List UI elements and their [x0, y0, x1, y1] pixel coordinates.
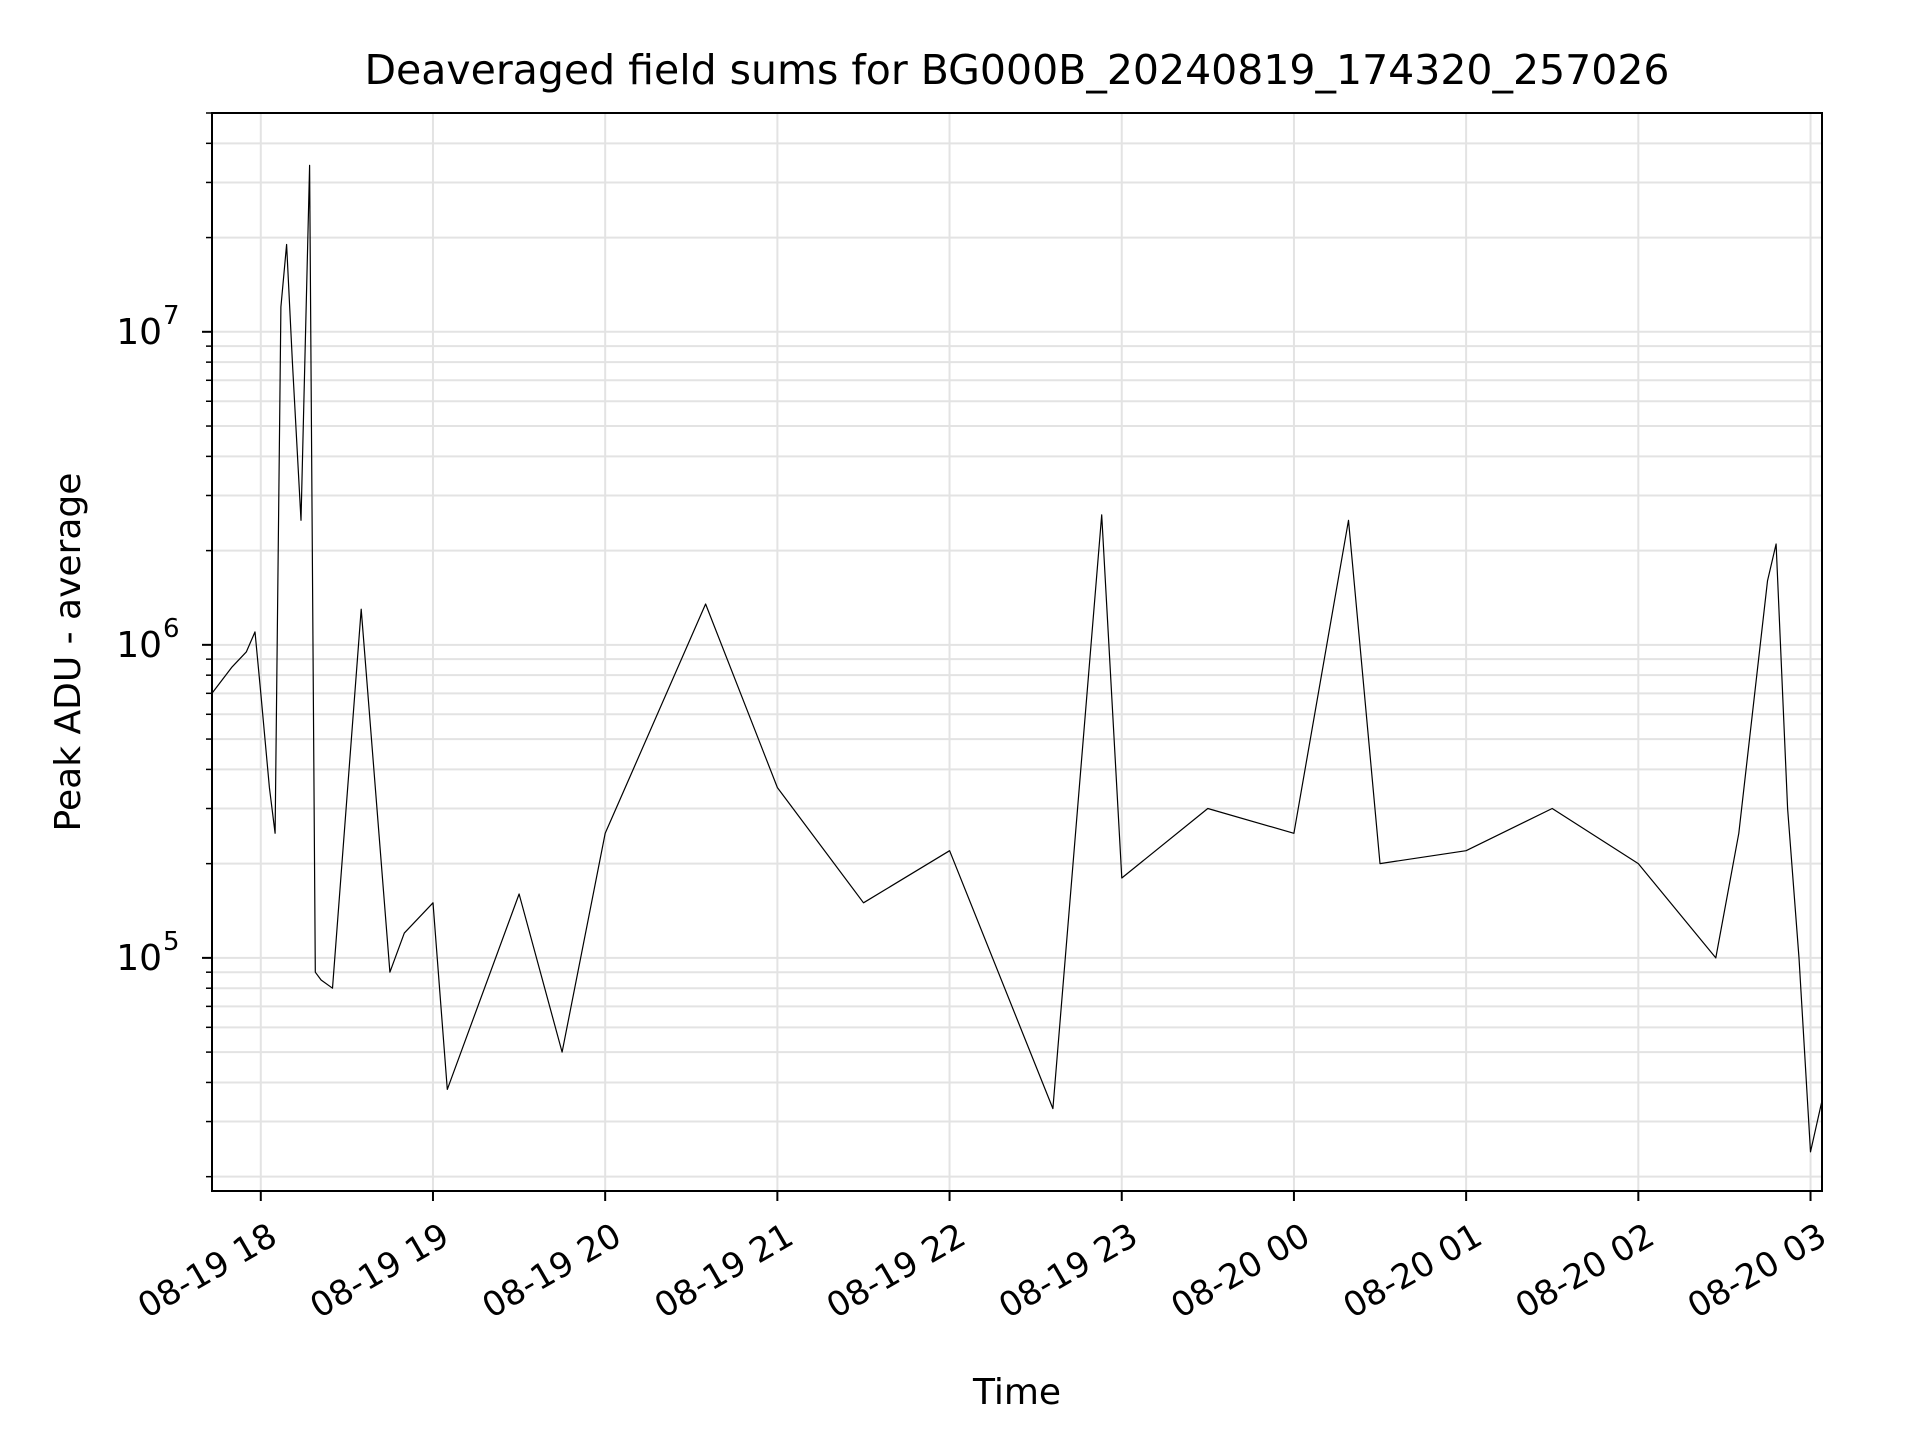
y-tick-label-exponent: 6	[163, 614, 180, 644]
series-line	[211, 164, 1823, 1153]
y-tick-label: 10	[116, 312, 162, 353]
grid	[212, 112, 1822, 1191]
y-tick-label: 10	[116, 625, 162, 666]
y-tick-label: 10	[116, 938, 162, 979]
x-axis-label: Time	[972, 1372, 1061, 1413]
axes-frame	[211, 112, 1823, 1192]
y-axis-label: Peak ADU - average	[48, 473, 89, 832]
y-tick-label-exponent: 7	[163, 301, 180, 331]
y-tick-label-exponent: 5	[163, 927, 180, 957]
chart-title: Deaveraged field sums for BG000B_2024081…	[364, 46, 1669, 94]
plot-area	[211, 164, 1823, 1153]
